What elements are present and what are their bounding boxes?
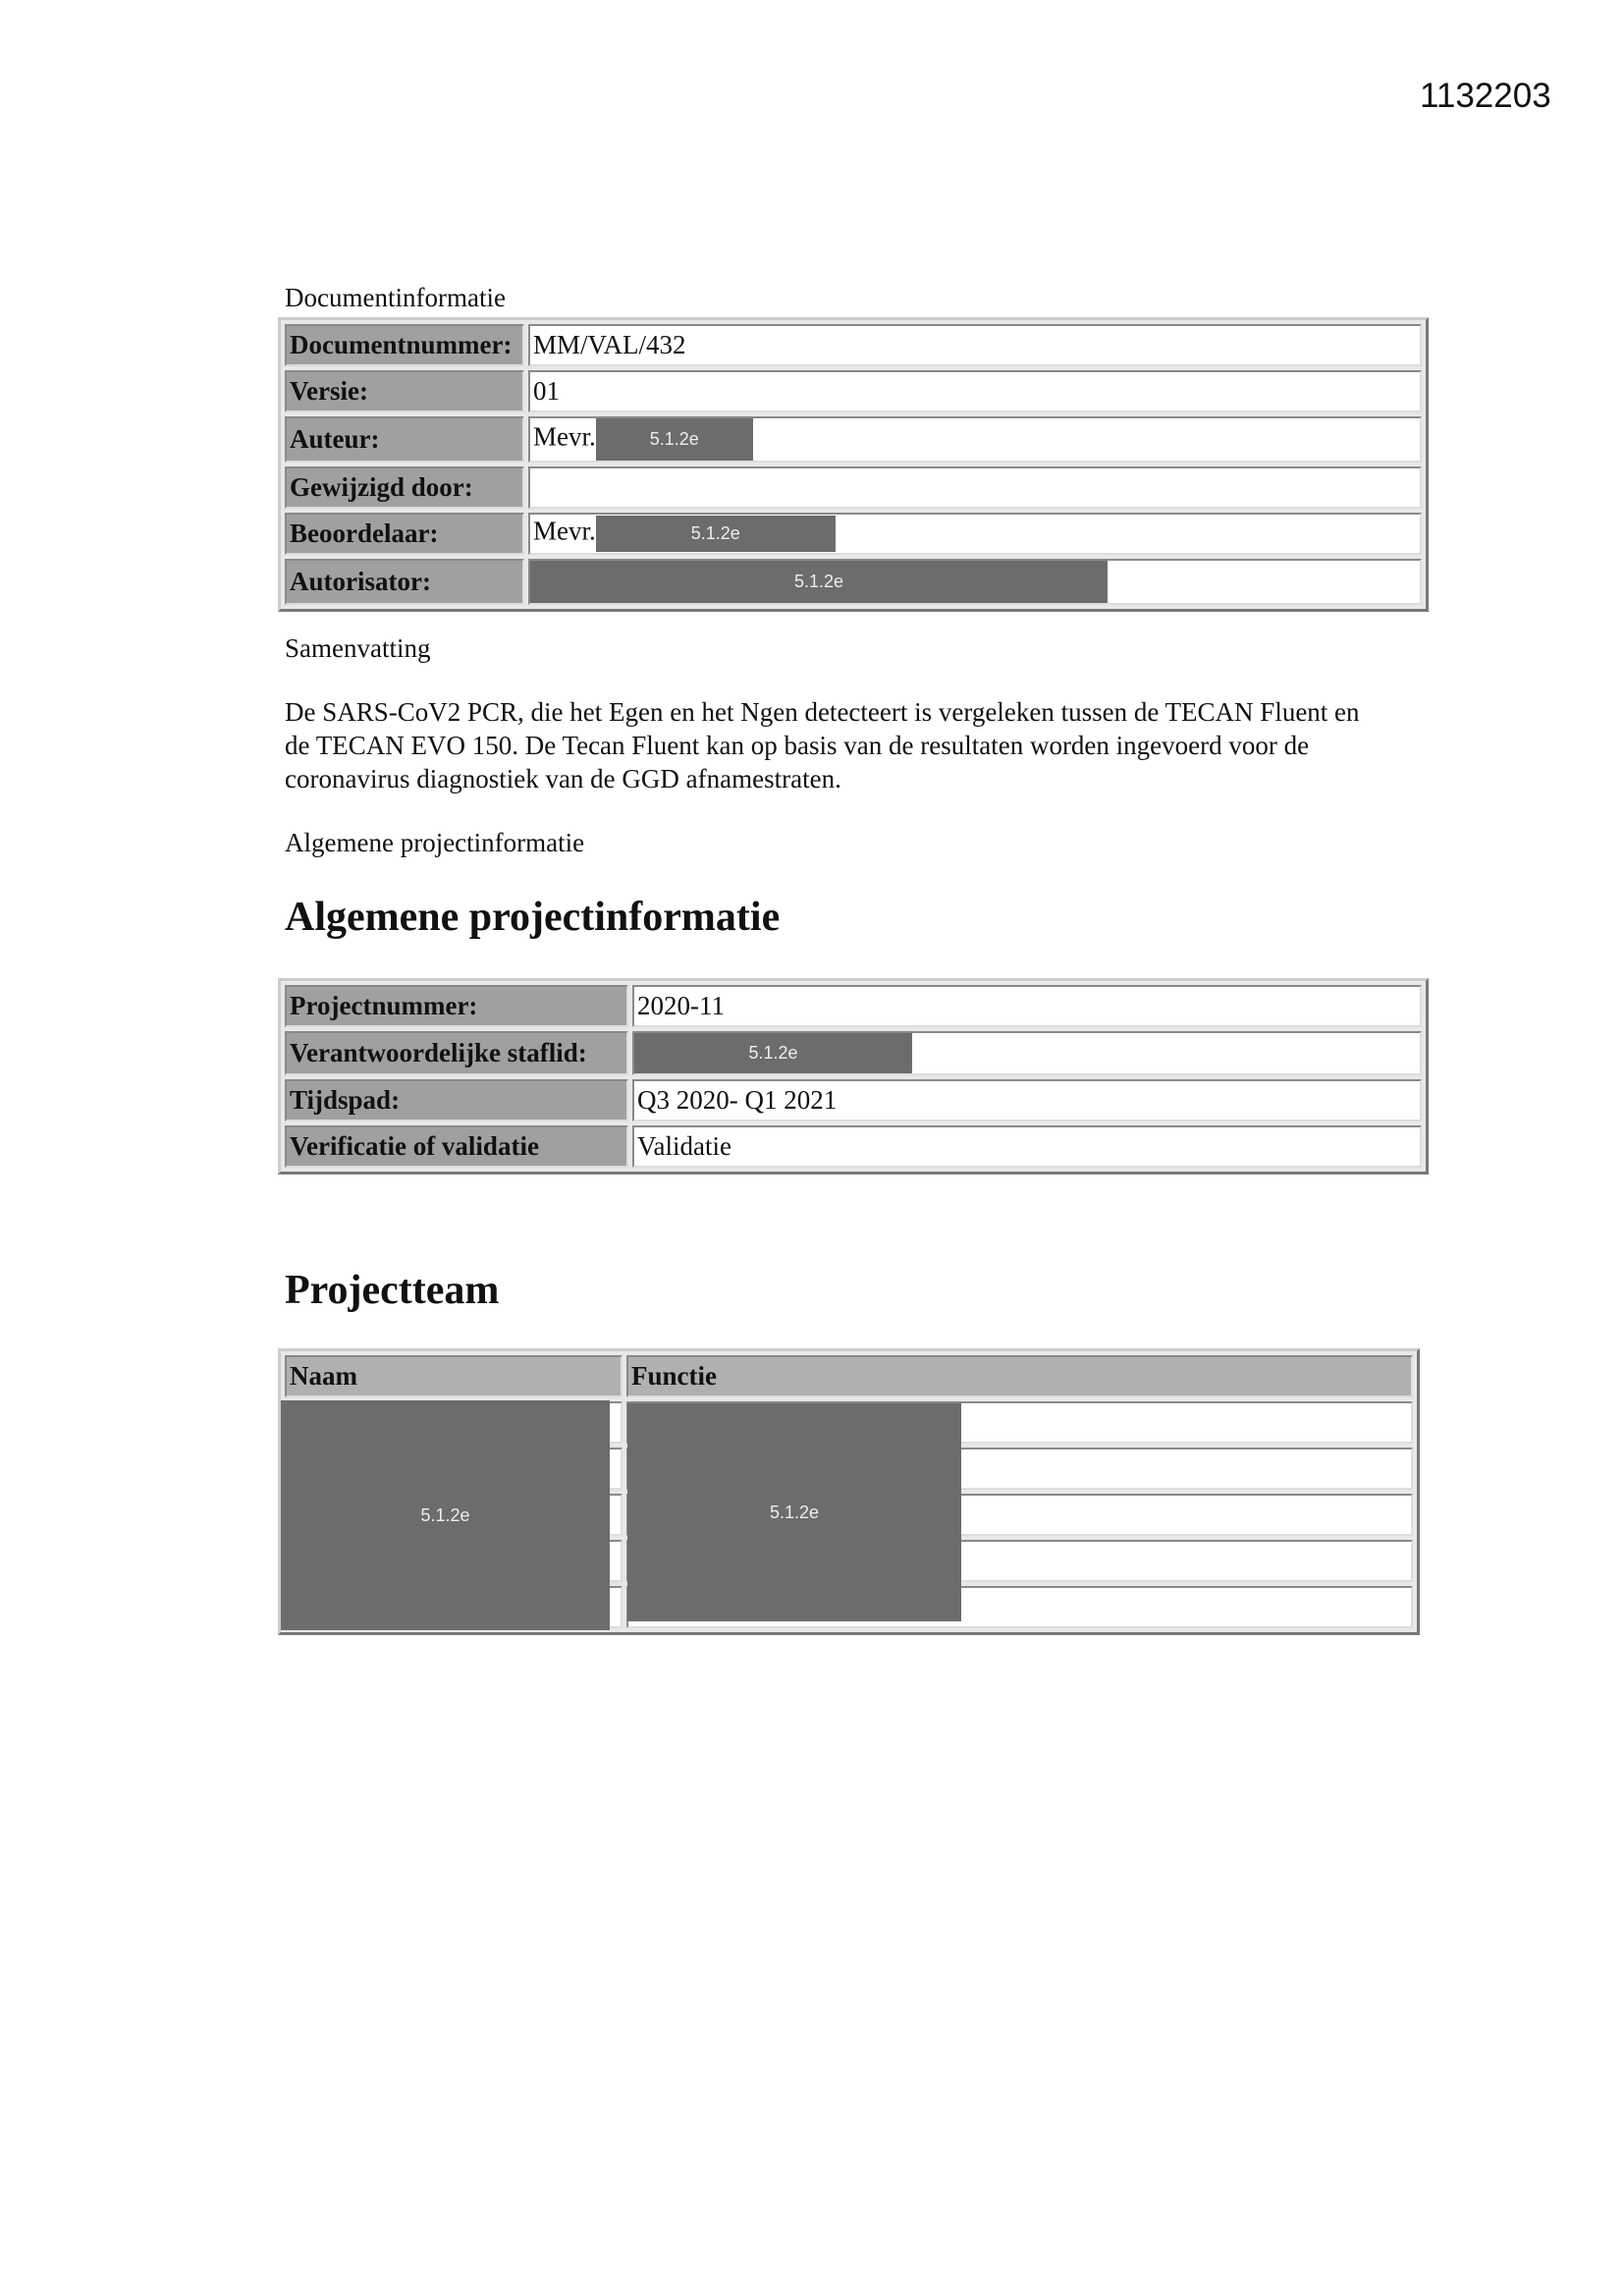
row-value: MM/VAL/432 bbox=[528, 324, 1422, 366]
row-value: Mevr. 5.1.2e bbox=[528, 513, 1422, 555]
table-row: Gewijzigd door: bbox=[285, 466, 1422, 509]
project-heading: Algemene projectinformatie bbox=[285, 895, 781, 940]
row-label: Gewijzigd door: bbox=[285, 466, 524, 509]
redaction: 5.1.2e bbox=[595, 418, 753, 461]
documentinfo-table: Documentnummer: MM/VAL/432 Versie: 01 Aute… bbox=[278, 317, 1429, 612]
table-row: Documentnummer: MM/VAL/432 bbox=[285, 324, 1422, 366]
row-label: Projectnummer: bbox=[285, 985, 628, 1027]
documentinfo-caption: Documentinformatie bbox=[285, 283, 506, 312]
row-label: Beoordelaar: bbox=[285, 513, 524, 555]
row-value bbox=[528, 466, 1422, 509]
title-prefix: Mevr. bbox=[533, 516, 596, 546]
table-header-row: Naam Functie bbox=[285, 1355, 1413, 1397]
redaction-functie: 5.1.2e bbox=[627, 1403, 961, 1621]
redaction: 5.1.2e bbox=[530, 561, 1108, 603]
row-label: Verantwoordelijke staflid: bbox=[285, 1031, 628, 1075]
row-label: Tijdspad: bbox=[285, 1079, 628, 1121]
redaction: 5.1.2e bbox=[634, 1033, 912, 1073]
table-row: Beoordelaar: Mevr. 5.1.2e bbox=[285, 513, 1422, 555]
row-value: Mevr. 5.1.2e bbox=[528, 416, 1422, 463]
table-row: Auteur: Mevr. 5.1.2e bbox=[285, 416, 1422, 463]
row-label: Versie: bbox=[285, 370, 524, 412]
summary-text: De SARS-CoV2 PCR, die het Egen en het Ng… bbox=[285, 697, 1360, 793]
table-row: Verantwoordelijke staflid: 5.1.2e bbox=[285, 1031, 1422, 1075]
project-table: Projectnummer: 2020-11 Verantwoordelijke … bbox=[278, 978, 1429, 1175]
page-number: 1132203 bbox=[1420, 77, 1551, 115]
redaction-naam: 5.1.2e bbox=[281, 1400, 610, 1630]
table-row: Autorisator: 5.1.2e bbox=[285, 559, 1422, 605]
title-prefix: Mevr. bbox=[533, 421, 596, 452]
row-value: Validatie bbox=[632, 1125, 1422, 1168]
row-label: Autorisator: bbox=[285, 559, 524, 605]
row-label: Documentnummer: bbox=[285, 324, 524, 366]
row-value: 01 bbox=[528, 370, 1422, 412]
column-header: Naam bbox=[285, 1355, 623, 1397]
row-value: 5.1.2e bbox=[528, 559, 1422, 605]
project-caption: Algemene projectinformatie bbox=[285, 828, 585, 857]
table-row: Versie: 01 bbox=[285, 370, 1422, 412]
table-row: Projectnummer: 2020-11 bbox=[285, 985, 1422, 1027]
table-row: Verificatie of validatie Validatie bbox=[285, 1125, 1422, 1168]
summary-caption: Samenvatting bbox=[285, 633, 431, 663]
row-label: Verificatie of validatie bbox=[285, 1125, 628, 1168]
column-header: Functie bbox=[626, 1355, 1413, 1397]
row-value: Q3 2020- Q1 2021 bbox=[632, 1079, 1422, 1121]
row-value: 2020-11 bbox=[632, 985, 1422, 1027]
row-label: Auteur: bbox=[285, 416, 524, 463]
redaction: 5.1.2e bbox=[595, 516, 836, 552]
table-row: Tijdspad: Q3 2020- Q1 2021 bbox=[285, 1079, 1422, 1121]
row-value: 5.1.2e bbox=[632, 1031, 1422, 1075]
team-heading: Projectteam bbox=[285, 1268, 500, 1313]
